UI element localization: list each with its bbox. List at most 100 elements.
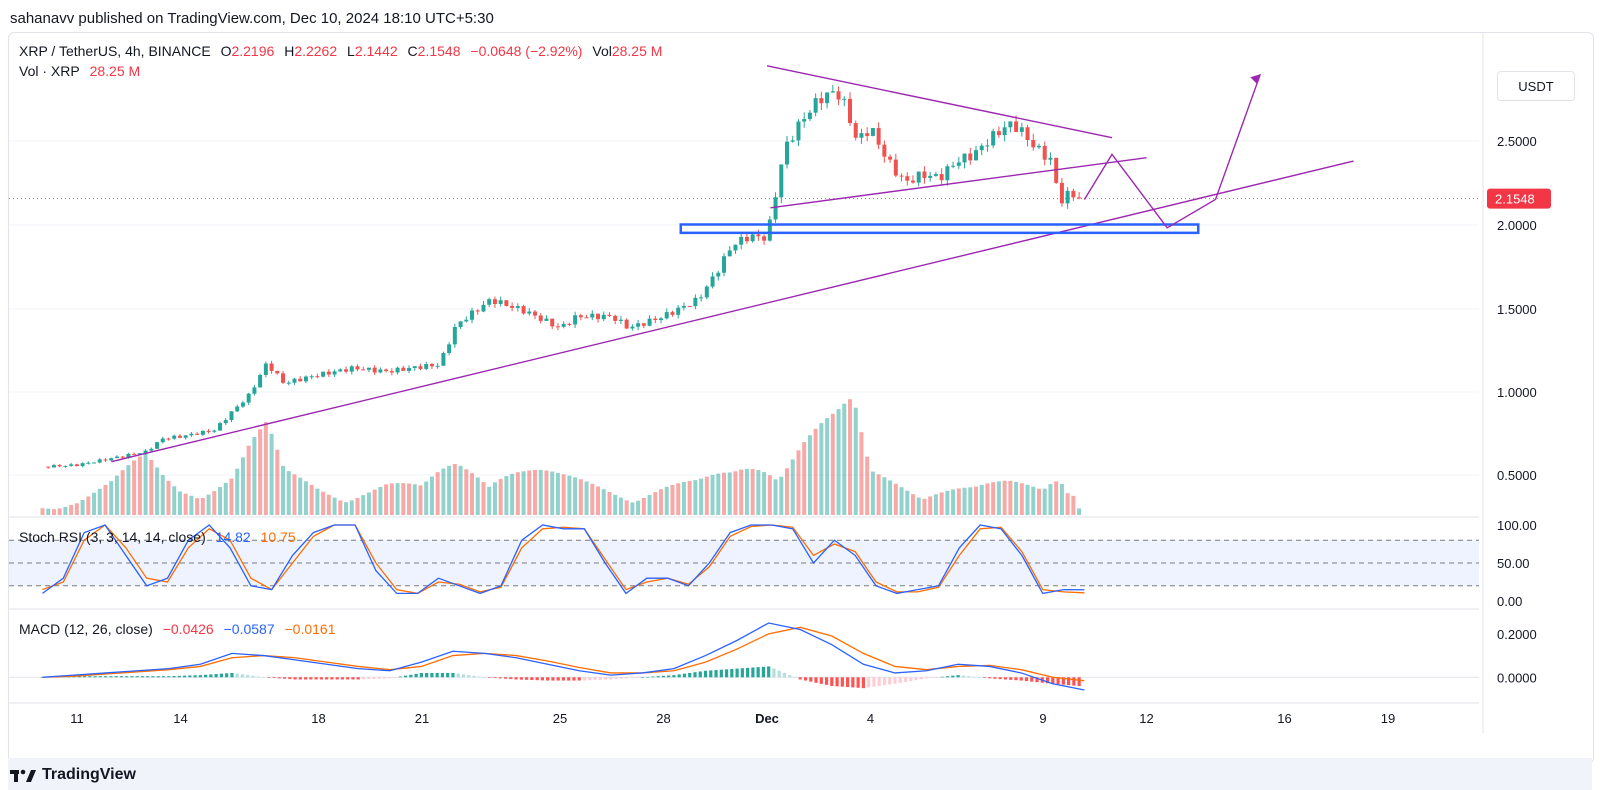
macd-histogram-bar: [740, 668, 744, 678]
candle-body: [533, 311, 538, 316]
macd-histogram-bar: [677, 674, 681, 678]
volume-bar: [92, 492, 97, 515]
macd-histogram-bar: [1077, 677, 1081, 687]
macd-histogram-bar: [519, 677, 523, 680]
volume-bar: [240, 457, 245, 515]
volume-legend-value: 28.25 M: [89, 63, 141, 79]
macd-histogram-bar: [514, 677, 518, 680]
candle-body: [200, 430, 205, 435]
volume-bar: [750, 468, 755, 515]
candle-body: [1077, 197, 1082, 199]
candle-body: [802, 119, 807, 122]
candle-body: [298, 378, 303, 382]
macd-histogram-bar: [988, 677, 992, 679]
stoch-label[interactable]: Stoch RSI (3, 3, 14, 14, close): [19, 529, 206, 545]
volume-bar: [573, 477, 578, 515]
macd-histogram-bar: [1035, 677, 1039, 683]
volume-bar: [807, 435, 812, 515]
candle-body: [1025, 127, 1030, 141]
volume-bar: [636, 500, 641, 515]
macd-histogram-bar: [451, 672, 455, 678]
volume-bar: [441, 468, 446, 515]
macd-label[interactable]: MACD (12, 26, close): [19, 621, 153, 637]
candle-body: [607, 314, 612, 316]
chart-canvas[interactable]: 2.5000 2.0000 1.5000 1.0000 0.5000 2.1548 11 14…: [9, 33, 1593, 763]
volume-bar: [1042, 488, 1047, 515]
macd-histogram-bar: [746, 667, 750, 678]
volume-bar: [149, 459, 154, 515]
symbol-pair[interactable]: XRP / TetherUS, 4h, BINANCE: [19, 43, 211, 59]
macd-histogram-bar: [688, 672, 692, 678]
volume-bar: [309, 484, 314, 515]
candle-body: [80, 463, 85, 467]
candle-body: [974, 150, 979, 161]
candle-body: [647, 318, 652, 326]
candle-body: [773, 197, 778, 220]
candle-body: [991, 131, 996, 146]
candle-body: [722, 256, 727, 273]
volume-bar: [739, 469, 744, 515]
macd-histogram-bar: [251, 675, 255, 678]
macd-histogram-bar: [493, 677, 497, 679]
volume-bar: [458, 465, 463, 515]
macd-histogram-bar: [777, 670, 781, 678]
volume-bar: [922, 498, 927, 515]
candle-body: [739, 236, 744, 245]
volume-bar: [538, 469, 543, 515]
macd-histogram-bar: [624, 677, 629, 679]
macd-histogram-bar: [930, 677, 934, 678]
chart-frame[interactable]: 2.5000 2.0000 1.5000 1.0000 0.5000 2.1548 11 14…: [8, 32, 1594, 764]
candle-body: [120, 456, 125, 458]
currency-button[interactable]: USDT: [1497, 71, 1575, 101]
volume-bar: [848, 399, 853, 515]
volume-bar: [779, 476, 784, 515]
candle-body: [240, 402, 245, 407]
macd-histogram-bar: [609, 677, 613, 680]
macd-histogram-bar: [767, 666, 771, 678]
candle-body: [538, 315, 543, 321]
candle-body: [670, 312, 675, 315]
volume-bar: [492, 482, 497, 515]
volume-bar: [991, 482, 996, 515]
volume-bar: [842, 403, 847, 515]
macd-histogram-bar: [435, 672, 439, 678]
volume-bar: [487, 486, 492, 515]
volume-bar: [945, 490, 950, 515]
macd-histogram-bar: [446, 672, 450, 678]
macd-histogram-bar: [567, 677, 571, 681]
candle-body: [389, 371, 394, 373]
volume-bar: [418, 485, 423, 515]
macd-histogram-bar: [788, 675, 792, 678]
support-zone: [679, 223, 1200, 235]
macd-histogram-bar: [993, 677, 997, 679]
candle-body: [584, 317, 589, 319]
candle-body: [848, 98, 853, 124]
volume-bar: [1071, 495, 1076, 515]
candle-body: [435, 365, 440, 367]
candle-body: [653, 318, 658, 321]
volume-bar: [561, 474, 566, 515]
candle-body: [1059, 182, 1064, 204]
macd-histogram-bar: [893, 677, 897, 684]
volume-bar: [103, 484, 108, 515]
candle-body: [836, 91, 841, 100]
brand[interactable]: TradingView: [10, 766, 136, 784]
volume-bar: [985, 483, 990, 515]
candle-body: [63, 465, 68, 467]
candle-body: [1008, 121, 1013, 128]
candle-body: [458, 321, 463, 327]
candle-body: [693, 297, 698, 307]
stoch-legend: Stoch RSI (3, 3, 14, 14, close) 14.82 10…: [19, 529, 302, 545]
volume-legend-label[interactable]: Vol · XRP: [19, 63, 80, 79]
candle-body: [126, 453, 131, 458]
volume-bar: [63, 506, 68, 515]
candle-body: [74, 464, 79, 467]
volume-bar: [716, 473, 721, 515]
candle-body: [326, 371, 331, 375]
candle-body: [189, 433, 194, 436]
macd-histogram-bar: [214, 674, 218, 678]
macd-histogram-bar: [240, 674, 245, 678]
brand-name: TradingView: [42, 766, 136, 783]
candle-body: [441, 352, 446, 366]
macd-histogram-bar: [630, 677, 634, 679]
